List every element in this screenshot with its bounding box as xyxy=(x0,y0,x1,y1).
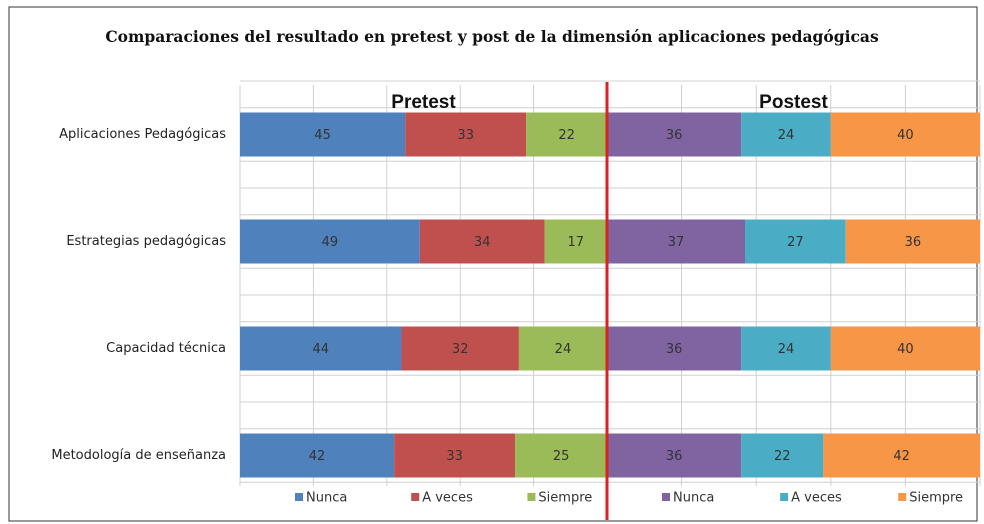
bar-segment xyxy=(394,433,516,478)
bar-segment xyxy=(515,433,607,478)
legend-swatch xyxy=(295,493,303,501)
bar-segment xyxy=(419,219,545,264)
legend-label: A veces xyxy=(791,491,842,506)
bar-segment xyxy=(745,219,846,264)
bar-segment xyxy=(823,433,980,478)
value-label: 45 xyxy=(314,128,331,143)
value-label: 32 xyxy=(452,342,469,357)
value-label: 27 xyxy=(787,235,804,250)
value-label: 24 xyxy=(778,128,795,143)
bar-segment xyxy=(240,219,420,264)
bar-segment xyxy=(240,433,395,478)
value-label: 36 xyxy=(666,449,683,464)
panel-title: Postest xyxy=(759,92,828,113)
value-label: 17 xyxy=(568,235,585,250)
bar-segment xyxy=(830,112,980,157)
bar-segment xyxy=(741,326,831,371)
value-label: 24 xyxy=(555,342,572,357)
value-label: 37 xyxy=(668,235,685,250)
bar-segment xyxy=(518,326,607,371)
value-label: 44 xyxy=(312,342,329,357)
value-label: 40 xyxy=(897,128,914,143)
category-label: Metodología de enseñanza xyxy=(51,448,226,463)
value-label: 22 xyxy=(774,449,791,464)
bar-segment xyxy=(240,326,402,371)
legend-swatch xyxy=(411,493,420,501)
bar-segment xyxy=(607,326,742,371)
legend-label: Nunca xyxy=(673,491,714,506)
bar-segment xyxy=(607,433,742,478)
chart-title: Comparaciones del resultado en pretest y… xyxy=(105,27,879,46)
legend-swatch xyxy=(527,493,536,501)
legend-label: Nunca xyxy=(306,491,347,506)
value-label: 42 xyxy=(893,449,910,464)
value-label: 25 xyxy=(553,449,570,464)
legend-swatch xyxy=(662,493,670,501)
value-label: 33 xyxy=(446,449,463,464)
legend-label: Siempre xyxy=(909,491,963,506)
legend-label: Siempre xyxy=(538,491,592,506)
value-label: 33 xyxy=(457,128,474,143)
category-label: Capacidad técnica xyxy=(106,341,226,356)
value-label: 49 xyxy=(322,235,339,250)
value-label: 36 xyxy=(666,342,683,357)
bar-segment xyxy=(405,112,527,157)
bar-segment xyxy=(607,219,746,264)
bar-segment xyxy=(845,219,980,264)
legend-swatch xyxy=(780,493,789,501)
bar-segment xyxy=(830,326,980,371)
bar-segment xyxy=(401,326,519,371)
value-label: 34 xyxy=(474,235,491,250)
value-label: 24 xyxy=(778,342,795,357)
legend-swatch xyxy=(898,493,907,501)
value-label: 36 xyxy=(905,235,922,250)
category-label: Estrategias pedagógicas xyxy=(66,234,226,249)
bar-segment xyxy=(526,112,607,157)
bar-segment xyxy=(240,112,406,157)
value-label: 40 xyxy=(897,342,914,357)
category-label: Aplicaciones Pedagógicas xyxy=(59,127,226,142)
value-label: 22 xyxy=(558,128,575,143)
panel-title: Pretest xyxy=(391,92,456,113)
bar-segment xyxy=(741,433,824,478)
bar-segment xyxy=(607,112,742,157)
legend-label: A veces xyxy=(422,491,473,506)
value-label: 42 xyxy=(309,449,326,464)
bar-segment xyxy=(544,219,607,264)
bar-segment xyxy=(741,112,831,157)
value-label: 36 xyxy=(666,128,683,143)
